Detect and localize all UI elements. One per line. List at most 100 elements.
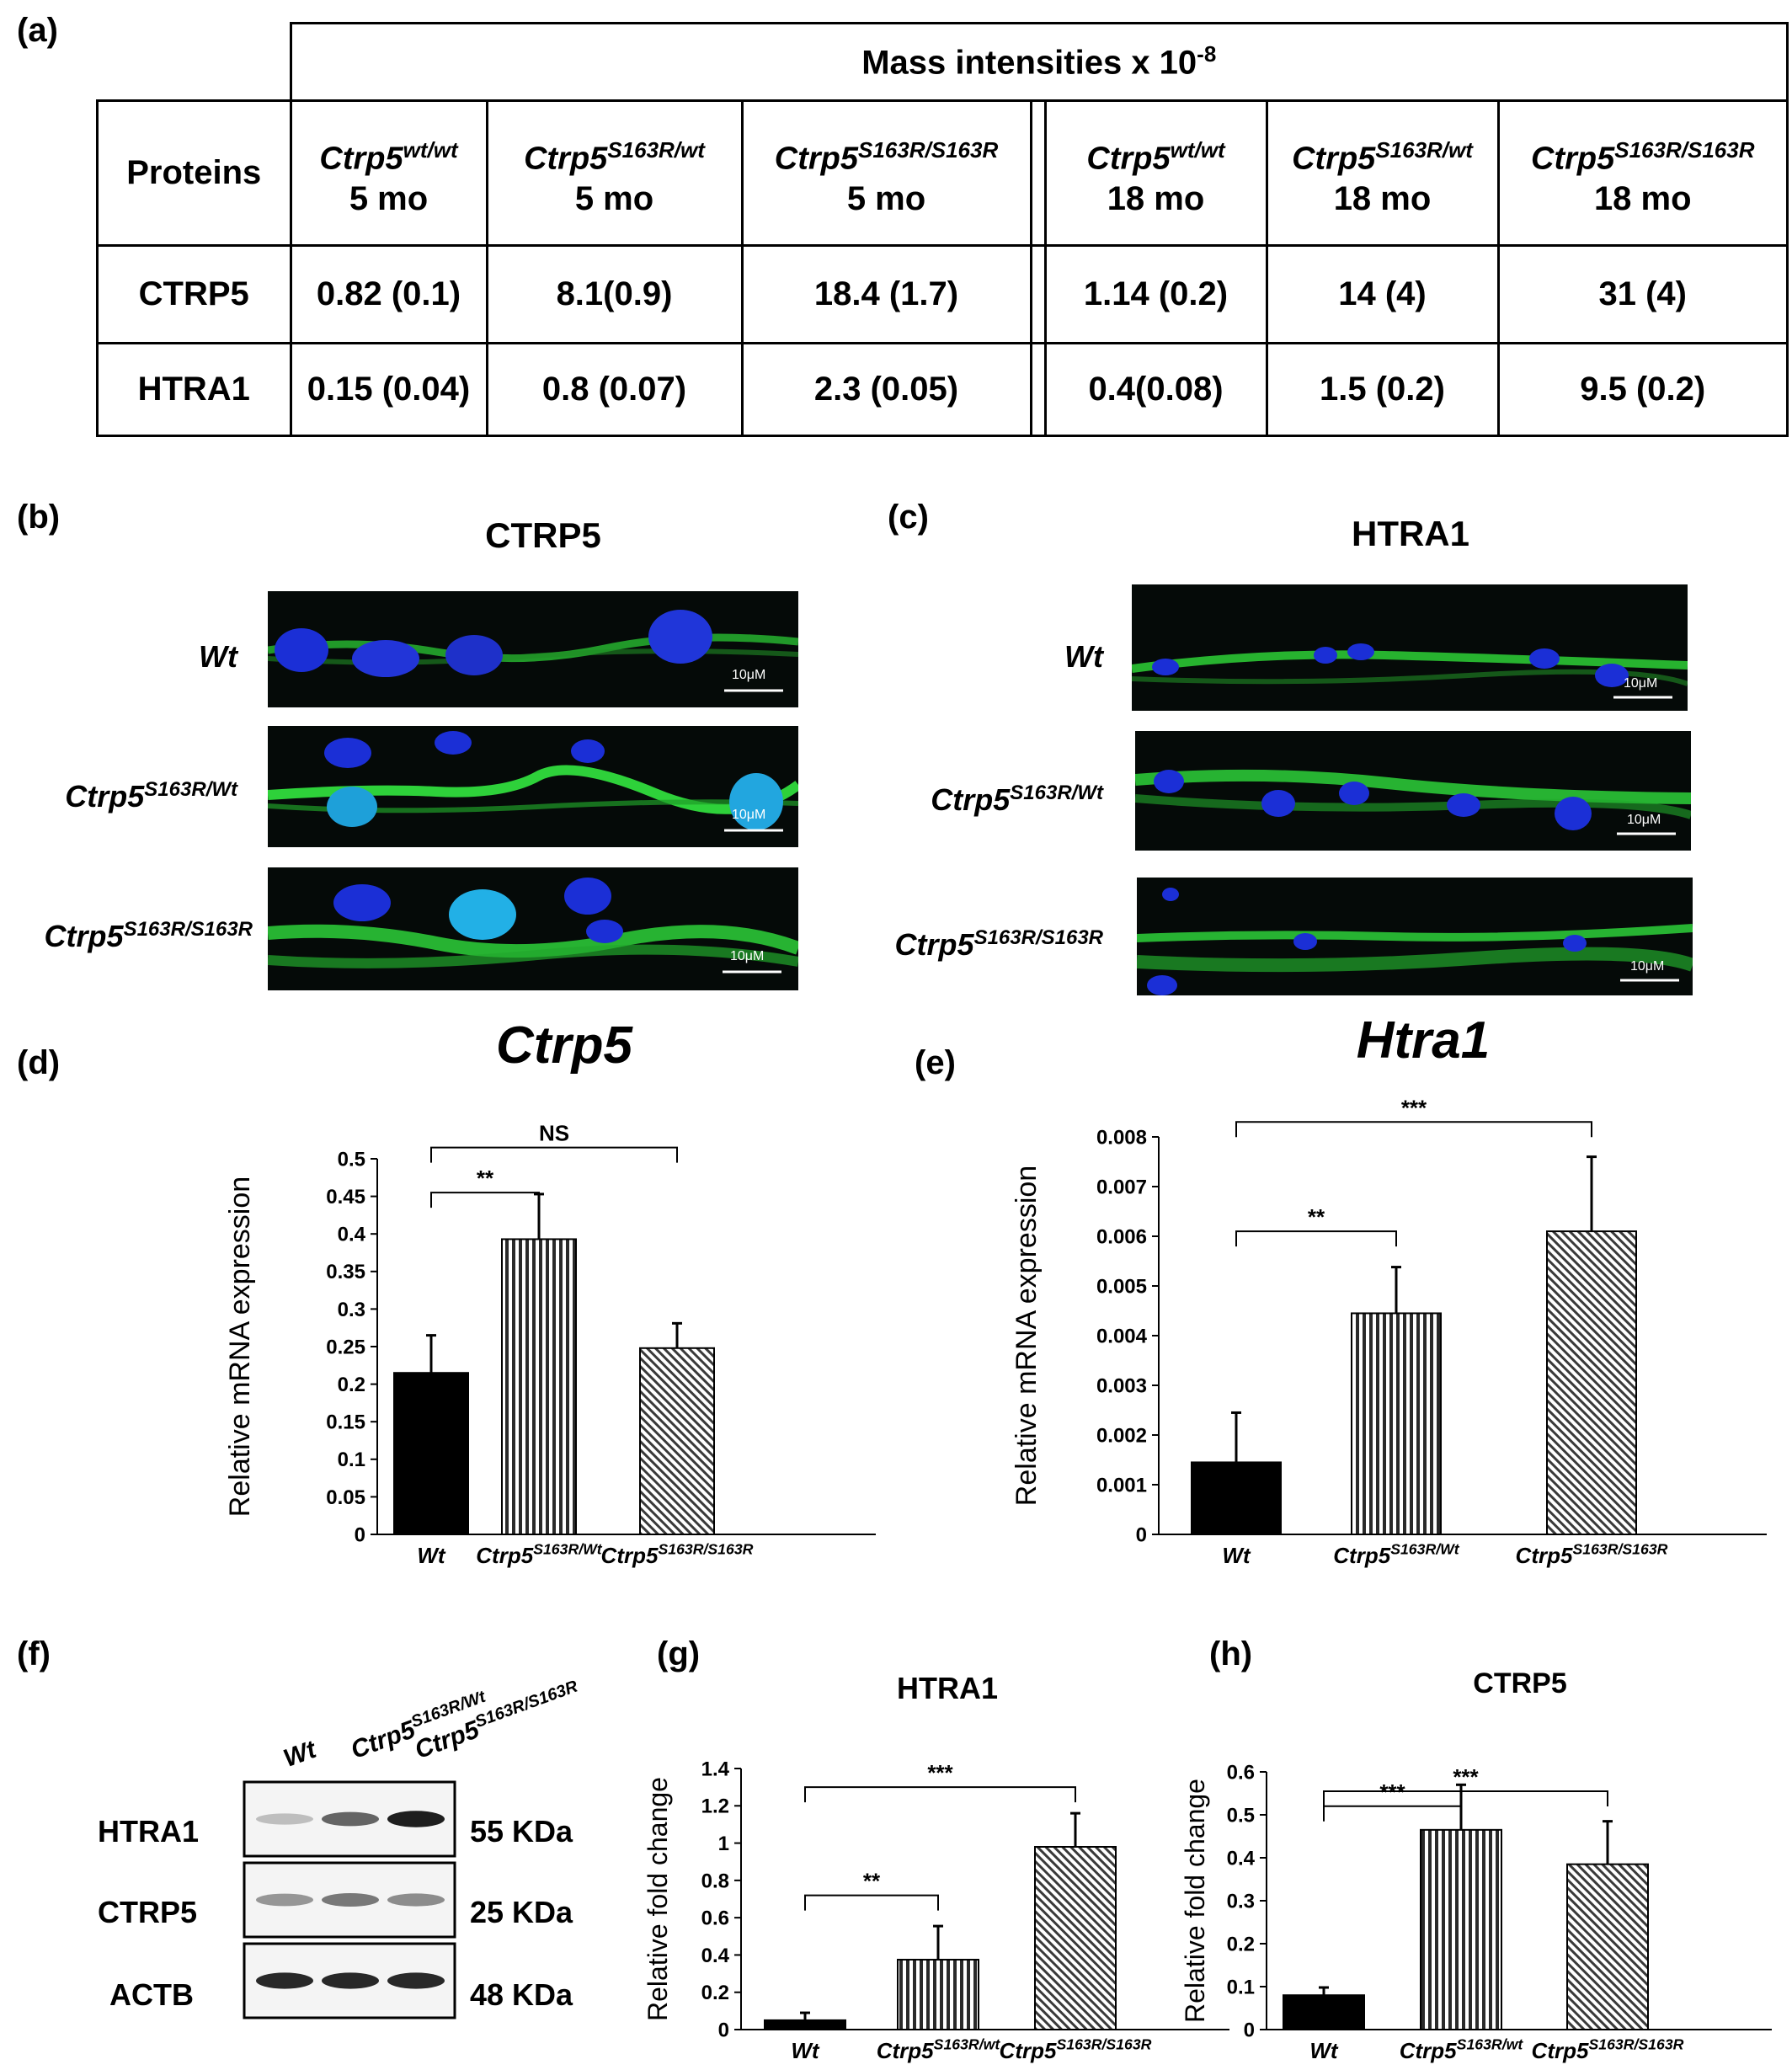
significance-label: ** bbox=[1308, 1204, 1325, 1230]
scale-bar-label: 10μM bbox=[1627, 813, 1661, 827]
y-tick-label: 0.6 bbox=[701, 1907, 729, 1930]
bar bbox=[1420, 1828, 1502, 2030]
table-cell: 0.82 (0.1) bbox=[289, 244, 488, 344]
micrograph-ctrp5-wt: 10μM bbox=[268, 591, 798, 707]
significance-bracket bbox=[430, 1192, 540, 1208]
significance-bracket bbox=[804, 1786, 1076, 1803]
x-tick-label: Ctrp5S163R/Wt bbox=[476, 1540, 603, 1567]
y-tick-label: 0 bbox=[718, 2019, 729, 2041]
table-header-text: Mass intensities x 10 bbox=[861, 44, 1197, 82]
micro-c-row-label: Wt bbox=[1064, 639, 1103, 674]
y-tick-label: 0.35 bbox=[326, 1261, 365, 1283]
y-axis-label: Relative fold change bbox=[1180, 1779, 1210, 2023]
chart-e-title: Htra1 bbox=[1356, 1011, 1491, 1070]
y-tick-label: 0.1 bbox=[1227, 1976, 1255, 1998]
y-tick-label: 0.1 bbox=[338, 1448, 365, 1471]
table-cell: 9.5 (0.2) bbox=[1496, 342, 1789, 437]
table-col-header: Ctrp5wt/wt 18 mo bbox=[1043, 99, 1268, 247]
x-tick-label: Ctrp5S163R/wt bbox=[877, 2035, 1001, 2062]
blot-band bbox=[256, 1893, 313, 1907]
micrograph-ctrp5-s163r-s163r: 10μM bbox=[268, 867, 798, 990]
y-axis-label: Relative fold change bbox=[643, 1777, 673, 2021]
y-tick-label: 0.3 bbox=[338, 1299, 365, 1321]
table-cell: 14 (4) bbox=[1265, 244, 1500, 344]
blot-band bbox=[387, 1811, 445, 1827]
x-tick-label: Ctrp5S163R/S163R bbox=[1532, 2035, 1684, 2062]
panel-label-a: (a) bbox=[17, 12, 58, 49]
bar bbox=[897, 1958, 979, 2031]
bar-chart-htra1-protein: 0 0.2 0.4 0.6 0.8 1 1.2 1.4 Relative fold change… bbox=[643, 1758, 1229, 2063]
scale-bar-label: 10μM bbox=[732, 668, 765, 682]
table-header-mass-intensities: Mass intensities x 10-8 bbox=[289, 22, 1789, 102]
y-tick-label: 0.002 bbox=[1096, 1424, 1147, 1447]
blot-band bbox=[387, 1893, 445, 1907]
bar bbox=[393, 1372, 469, 1535]
chart-h-title: CTRP5 bbox=[1473, 1667, 1567, 1699]
table-row: HTRA1 0.15 (0.04) 0.8 (0.07) 2.3 (0.05) … bbox=[96, 342, 1789, 437]
y-tick-label: 0 bbox=[355, 1523, 365, 1546]
micro-b-title: CTRP5 bbox=[485, 515, 601, 555]
micro-c-row-label: Ctrp5S163R/S163R bbox=[894, 926, 1103, 962]
x-tick-label: Wt bbox=[417, 1543, 446, 1568]
table-group-separator bbox=[1029, 244, 1047, 344]
y-tick-label: 1.2 bbox=[701, 1795, 729, 1818]
table-cell: 2.3 (0.05) bbox=[740, 342, 1032, 437]
panel-label-c: (c) bbox=[888, 499, 929, 536]
y-axis-label: Relative mRNA expression bbox=[224, 1176, 256, 1517]
bar bbox=[1283, 1994, 1365, 2031]
blot-protein-label: HTRA1 bbox=[98, 1814, 200, 1849]
y-tick-label: 0.2 bbox=[338, 1374, 365, 1396]
y-tick-label: 0.45 bbox=[326, 1186, 365, 1208]
bar bbox=[1546, 1230, 1637, 1535]
scale-bar-label: 10μM bbox=[730, 949, 764, 963]
scale-bar-label: 10μM bbox=[732, 808, 765, 822]
blot-image bbox=[243, 1780, 456, 2019]
blot-band bbox=[387, 1972, 445, 1989]
bar bbox=[1351, 1312, 1442, 1535]
blot-band bbox=[256, 1813, 313, 1825]
panel-label-b: (b) bbox=[17, 499, 61, 536]
x-tick-label: Wt bbox=[791, 2038, 820, 2063]
bar bbox=[1034, 1846, 1117, 2030]
table-cell: 0.4(0.08) bbox=[1043, 342, 1268, 437]
y-tick-label: 0.003 bbox=[1096, 1374, 1147, 1397]
y-tick-label: 0.3 bbox=[1227, 1890, 1255, 1913]
table-cell: 0.15 (0.04) bbox=[289, 342, 488, 437]
panel-label-e: (e) bbox=[915, 1044, 956, 1081]
x-tick-label: Ctrp5S163R/Wt bbox=[1333, 1540, 1460, 1567]
table-col-header: Ctrp5S163R/S163R 18 mo bbox=[1496, 99, 1789, 247]
y-axis-label: Relative mRNA expression bbox=[1011, 1166, 1043, 1506]
micro-c-row-label: Ctrp5S163R/Wt bbox=[931, 782, 1103, 817]
bar bbox=[1566, 1863, 1649, 2030]
table-header-exponent: -8 bbox=[1197, 41, 1217, 67]
significance-label: *** bbox=[927, 1760, 953, 1785]
significance-bracket bbox=[430, 1146, 678, 1163]
y-tick-label: 0.007 bbox=[1096, 1176, 1147, 1198]
micrograph-ctrp5-s163r-wt: 10μM bbox=[268, 726, 798, 847]
chart-d-title: Ctrp5 bbox=[496, 1016, 632, 1075]
table-cell: 1.14 (0.2) bbox=[1043, 244, 1268, 344]
chart-g-title: HTRA1 bbox=[896, 1671, 998, 1705]
bar-chart-ctrp5-mrna: 0 0.05 0.1 0.15 0.2 0.25 0.3 0.35 0.4 0.45 0.5 Rela… bbox=[224, 1121, 876, 1568]
y-tick-label: 0.5 bbox=[1227, 1804, 1255, 1827]
scale-bar-label: 10μM bbox=[1630, 959, 1664, 974]
panel-label-f: (f) bbox=[17, 1635, 51, 1673]
table-cell: 31 (4) bbox=[1496, 244, 1789, 344]
significance-label: ** bbox=[863, 1869, 881, 1894]
blot-protein-label: CTRP5 bbox=[98, 1895, 198, 1929]
table-col-header: Ctrp5wt/wt 5 mo bbox=[289, 99, 488, 247]
micro-b-row-label: Ctrp5S163R/Wt bbox=[65, 778, 237, 814]
bar bbox=[764, 2019, 846, 2030]
table-col-header: Ctrp5S163R/wt 5 mo bbox=[485, 99, 744, 247]
y-tick-label: 0.004 bbox=[1096, 1325, 1148, 1347]
significance-label: *** bbox=[1453, 1764, 1479, 1790]
y-tick-label: 0.05 bbox=[326, 1486, 365, 1509]
y-tick-label: 0 bbox=[1244, 2019, 1255, 2041]
table-row: CTRP5 0.82 (0.1) 8.1(0.9) 18.4 (1.7) 1.1… bbox=[96, 244, 1789, 344]
blot-band bbox=[322, 1893, 379, 1907]
x-tick-label: Ctrp5S163R/S163R bbox=[1516, 1540, 1668, 1567]
significance-label: ** bbox=[477, 1166, 494, 1191]
table-protein-name: CTRP5 bbox=[96, 244, 292, 344]
micrograph-htra1-s163r-s163r: 10μM bbox=[1137, 878, 1693, 995]
y-tick-label: 0.5 bbox=[338, 1148, 365, 1171]
